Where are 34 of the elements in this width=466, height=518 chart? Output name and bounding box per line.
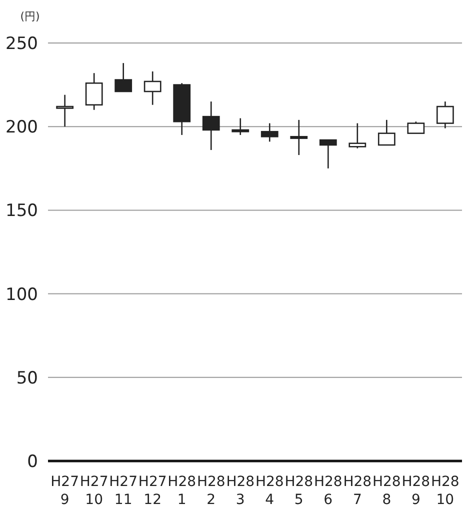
x-tick-label: H28 1 — [168, 474, 196, 508]
candlestick — [407, 120, 425, 134]
x-tick-label: H27 10 — [80, 474, 108, 508]
y-tick-label: 100 — [6, 284, 38, 305]
x-tick-label: H28 8 — [372, 474, 401, 508]
candlestick — [85, 72, 103, 111]
y-tick-label: 250 — [6, 34, 38, 54]
candlestick — [56, 94, 74, 128]
x-tick-label: H28 2 — [196, 474, 226, 508]
y-tick-label: 150 — [6, 201, 38, 222]
candlestick — [348, 122, 366, 149]
x-tick-label: H27 9 — [50, 474, 79, 508]
x-tick-label: H28 3 — [226, 474, 255, 508]
candlestick — [319, 139, 337, 170]
x-tick-label: H27 12 — [138, 474, 167, 508]
y-axis-title: (円) — [20, 10, 40, 23]
candlestick — [260, 122, 278, 142]
candlestick — [378, 119, 396, 146]
candlestick — [232, 118, 250, 136]
candlestick — [290, 119, 308, 156]
y-tick-label: 0 — [27, 452, 38, 472]
candlestick — [202, 100, 220, 151]
candlestick — [436, 100, 454, 129]
x-tick-label: H28 6 — [314, 474, 342, 508]
x-tick-label: H27 11 — [109, 474, 138, 508]
y-tick-label: 200 — [6, 118, 38, 138]
candlestick — [144, 70, 162, 106]
x-tick-label: H28 4 — [255, 474, 284, 508]
x-tick-label: H28 7 — [343, 474, 372, 508]
x-tick-label: H28 5 — [284, 474, 314, 508]
y-tick-label: 50 — [16, 368, 38, 388]
x-tick-label: H28 10 — [431, 474, 460, 508]
x-tick-label: H28 9 — [402, 474, 430, 508]
candlestick — [114, 62, 132, 92]
